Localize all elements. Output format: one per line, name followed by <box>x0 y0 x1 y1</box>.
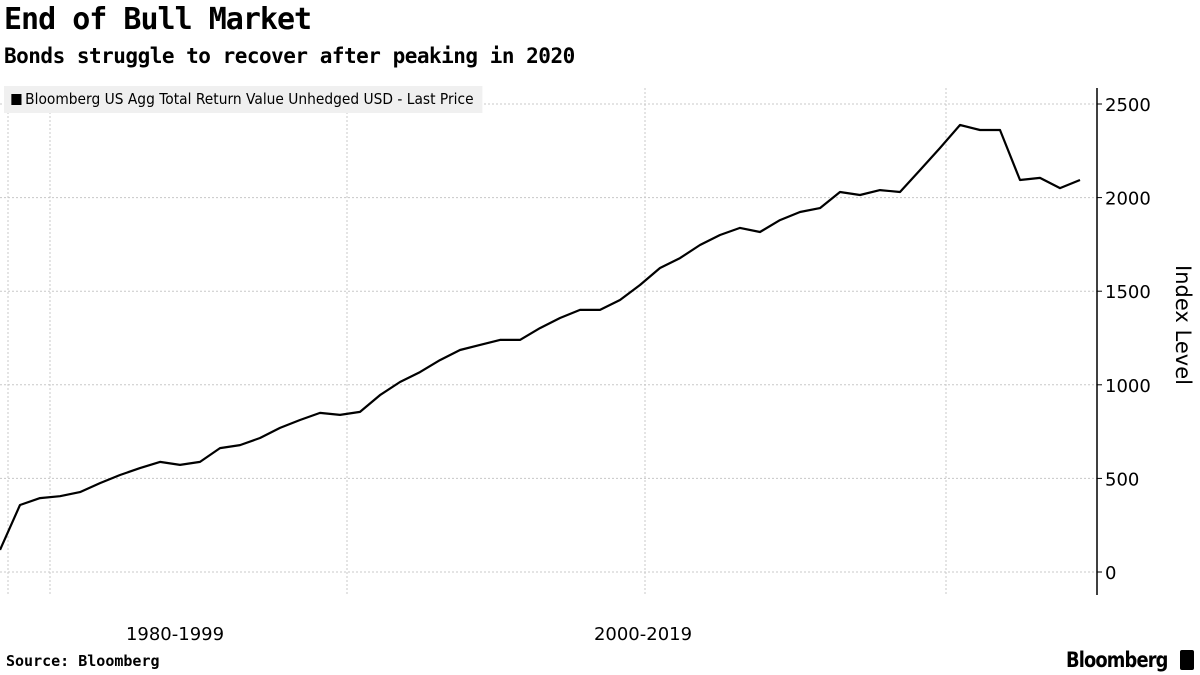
x-tick-label: 2000-2019 <box>594 624 692 645</box>
legend: Bloomberg US Agg Total Return Value Unhe… <box>4 86 483 113</box>
y-tick-label: 2000 <box>1105 189 1151 210</box>
y-tick-label: 1000 <box>1105 376 1151 397</box>
y-tick-label: 2500 <box>1105 95 1151 116</box>
chart-title: End of Bull Market <box>4 2 312 37</box>
y-axis-label: Index Level <box>1171 265 1195 385</box>
chart-subtitle: Bonds struggle to recover after peaking … <box>4 44 575 68</box>
bloomberg-chart-icon <box>1180 650 1194 670</box>
legend-swatch <box>11 93 22 105</box>
y-tick-label: 0 <box>1105 563 1116 584</box>
legend-label: Bloomberg US Agg Total Return Value Unhe… <box>25 90 474 108</box>
series-line <box>0 123 1081 551</box>
bloomberg-logo: Bloomberg <box>1066 648 1169 672</box>
x-tick-label: 1980-1999 <box>126 624 224 645</box>
y-tick-label: 500 <box>1105 469 1139 490</box>
y-tick-label: 1500 <box>1105 282 1151 303</box>
source-note: Source: Bloomberg <box>6 652 160 670</box>
